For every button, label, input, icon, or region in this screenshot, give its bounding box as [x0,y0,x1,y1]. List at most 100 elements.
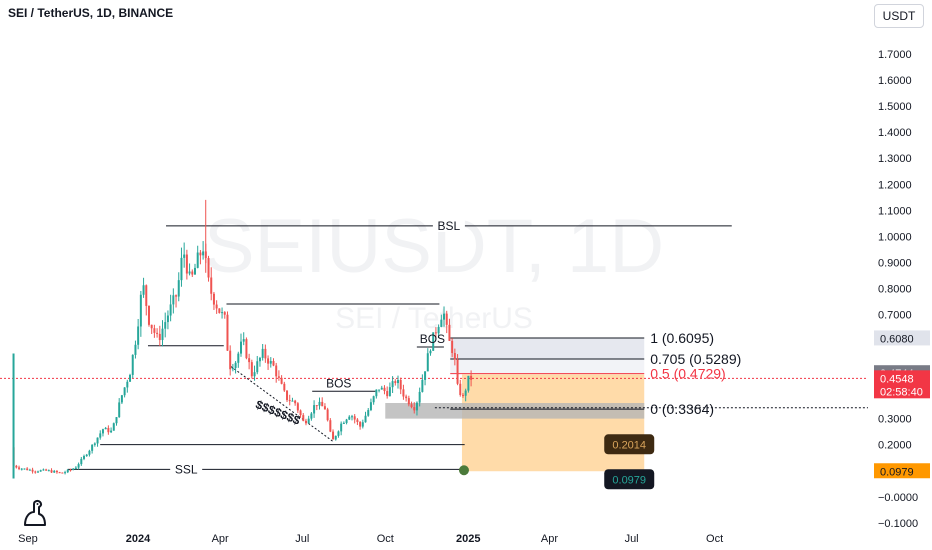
candle [72,468,75,470]
countdown-bg [874,384,930,399]
liquidity-trendline [230,366,335,443]
candle [50,470,53,473]
candle [58,472,61,474]
candle [26,468,29,471]
candle [378,389,381,391]
candle [123,387,126,396]
candle [380,387,383,390]
candle [150,324,153,329]
candle [453,353,456,360]
y-tick-label: 0.8000 [878,283,912,295]
candle [53,470,56,473]
candle [345,419,348,423]
candle [391,381,394,388]
time-axis[interactable]: Sep 2024 Apr Jul Oct 2025 Apr Jul Oct [18,533,723,545]
candle [242,339,245,342]
candle [45,469,48,471]
candle [118,402,121,418]
candle [261,348,264,358]
candle [299,410,302,416]
candle [69,469,72,471]
candle [183,254,186,258]
currency-selector[interactable]: USDT [874,4,924,28]
candles [12,199,473,479]
symbol-title[interactable]: SEI / TetherUS, 1D, BINANCE [8,6,174,20]
price-tag-bg [874,463,930,479]
y-tick-label: 0.9000 [878,257,912,269]
y-tick-label: 1.1000 [878,205,912,217]
ssl-label: SSL [175,462,198,476]
candle [240,341,243,354]
candle [188,271,191,274]
candle [372,396,375,403]
candle [291,400,294,402]
candle [364,415,367,423]
candle [426,353,429,372]
fib-label: 0.5 (0.4729) [650,366,726,382]
candle [234,362,237,368]
candle [288,400,291,402]
candle [415,402,418,411]
candle [88,450,91,455]
candle [66,469,69,473]
candle [147,305,150,325]
candle [304,420,307,424]
candle [286,390,289,401]
candle [39,470,42,472]
candle [332,431,335,440]
x-tick-label: 2025 [456,533,480,545]
candle [264,348,267,359]
x-tick-label: Jul [295,533,309,545]
candle [437,326,440,334]
x-tick-label: 2024 [126,533,151,545]
x-tick-label: Oct [706,533,723,545]
candle [15,465,18,468]
candle [218,308,221,313]
x-tick-label: Sep [18,533,38,545]
candle [139,294,142,327]
candle [64,472,67,474]
candle [47,470,50,472]
countdown-label: 02:58:40 [880,386,923,398]
candle [421,379,424,392]
candle [31,469,34,472]
tradingview-logo-icon [24,499,46,526]
candle [115,417,118,424]
candle [210,277,213,294]
candle [180,257,183,281]
candle [134,344,137,355]
target-badge-bottom [604,469,655,490]
target-box [461,374,645,472]
candle [191,271,194,275]
price-tag: 0.6080 [880,333,914,345]
candle [269,361,272,364]
candle [429,350,432,354]
candle [110,430,113,433]
candle [158,333,161,341]
candle [405,396,408,399]
price-axis[interactable]: 1.7000 1.6000 1.5000 1.4000 1.3000 1.2000 1.10… [874,49,930,530]
candle [93,443,96,445]
candle [96,437,99,444]
candle [350,416,353,418]
candle [28,469,31,471]
target-apple-icon [458,465,469,476]
fib-zone-upper [450,338,645,360]
fib-zone-middle [450,359,645,374]
candle [177,280,180,297]
y-tick-label: 1.7000 [878,49,912,61]
candle [418,391,421,403]
y-tick-label: 1.0000 [878,231,912,243]
candle [91,444,94,451]
candle [221,312,224,314]
candle [359,421,362,427]
candle [83,456,86,459]
candle [272,361,275,366]
candle [55,470,58,473]
candle [129,374,132,382]
candle [386,391,389,397]
candle [126,381,129,388]
candle [185,254,188,274]
candle [367,410,370,416]
